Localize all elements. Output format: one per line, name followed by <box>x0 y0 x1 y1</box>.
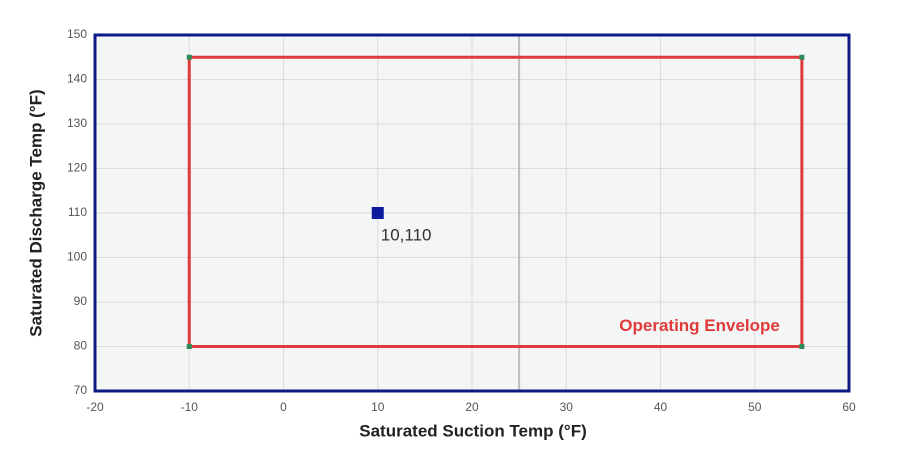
y-tick-label: 120 <box>67 161 87 175</box>
marks: Operating Envelope 10,110 <box>186 54 805 349</box>
x-axis-title: Saturated Suction Temp (°F) <box>359 421 587 440</box>
y-tick-label: 150 <box>67 27 87 41</box>
x-tick-label: 10 <box>371 400 385 414</box>
x-tick-label: 30 <box>560 400 574 414</box>
y-axis-title: Saturated Discharge Temp (°F) <box>26 89 45 336</box>
envelope-label: Operating Envelope <box>619 316 780 335</box>
envelope-corner <box>799 54 805 60</box>
envelope-corner <box>799 344 805 349</box>
x-tick-label: 40 <box>654 400 668 414</box>
y-tick-label: 80 <box>74 339 88 353</box>
x-tick-label: -10 <box>181 400 199 414</box>
y-tick-label: 70 <box>74 383 88 397</box>
x-tick-label: 20 <box>465 400 479 414</box>
y-tick-label: 100 <box>67 250 87 264</box>
x-tick-label: 60 <box>842 400 856 414</box>
plot-border <box>93 33 851 393</box>
y-tick-label: 130 <box>67 116 87 130</box>
point <box>371 207 384 219</box>
y-tick-label: 110 <box>68 205 87 219</box>
x-tick-label: -20 <box>86 400 104 414</box>
x-tick-label: 50 <box>748 400 762 414</box>
y-tick-label: 90 <box>74 294 88 308</box>
envelope-corner <box>186 344 192 349</box>
point-label: 10,110 <box>381 225 432 244</box>
y-tick-label: 140 <box>67 72 87 86</box>
envelope-corner <box>186 54 192 60</box>
x-tick-label: 0 <box>280 400 287 414</box>
